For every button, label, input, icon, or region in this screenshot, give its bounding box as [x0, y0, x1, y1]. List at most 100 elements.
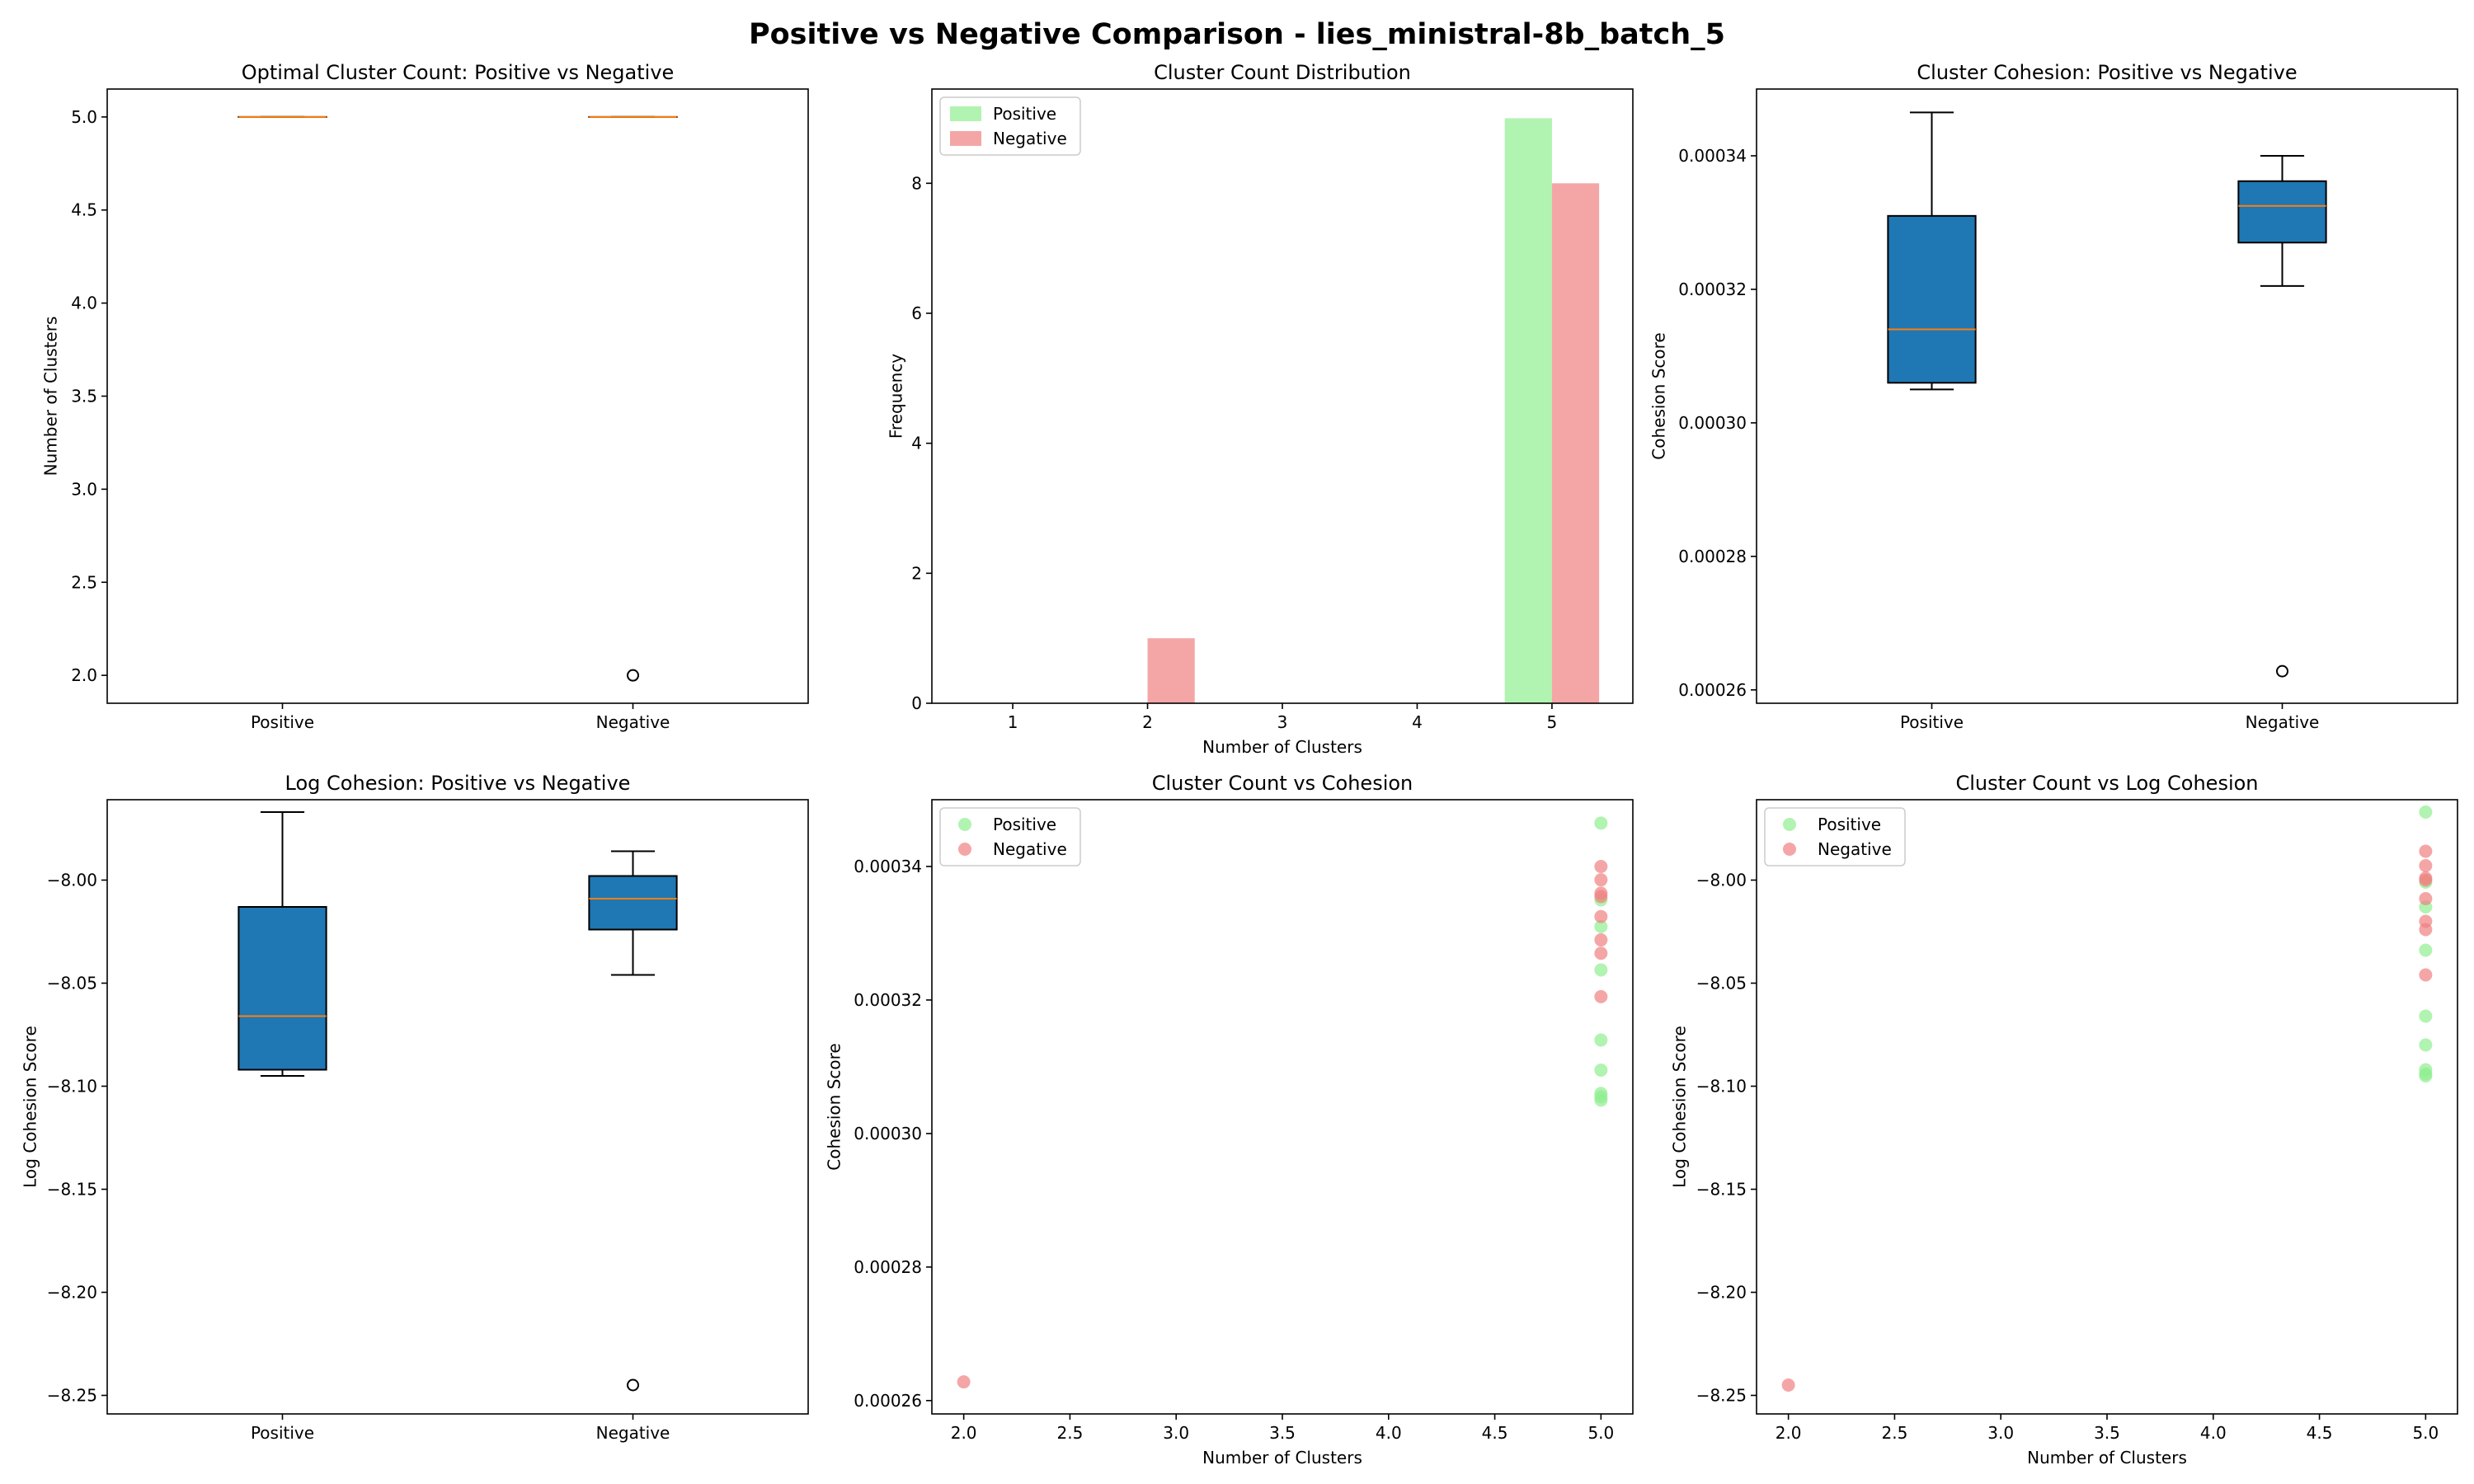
y-tick-label: −8.10: [47, 1077, 97, 1097]
y-tick-label: 0.00028: [1678, 547, 1747, 566]
legend: Positive Negative: [1764, 807, 1906, 866]
y-tick-label: −8.05: [47, 974, 97, 993]
chart-panel-1: Optimal Cluster Count: Positive vs Negat…: [41, 61, 809, 732]
x-tick-label: 4.0: [1376, 1423, 1402, 1443]
x-tick-label: 4.0: [2200, 1423, 2227, 1443]
y-tick-label: 2.5: [71, 572, 97, 592]
point-negative: [2419, 923, 2433, 937]
legend-box: [939, 807, 1081, 866]
y-tick-label: 0.00034: [1678, 146, 1747, 166]
chart-title: Cluster Count vs Cohesion: [1152, 772, 1413, 795]
legend-swatch-positive: [958, 818, 971, 831]
point-negative: [1594, 859, 1608, 873]
point-negative: [2419, 873, 2433, 887]
bar-negative-2: [1147, 638, 1195, 703]
point-positive: [1594, 963, 1608, 977]
point-negative: [1594, 909, 1608, 923]
y-tick-label: 4.5: [71, 200, 97, 220]
box-negative: [588, 115, 678, 682]
x-tick-label: 3.0: [1163, 1423, 1189, 1443]
y-tick-label: −8.15: [1696, 1180, 1747, 1200]
x-tick-label: Negative: [2246, 712, 2320, 732]
x-tick-label: 2: [1142, 712, 1153, 732]
x-tick-label: 5: [1547, 712, 1558, 732]
x-tick-label: Positive: [1900, 712, 1964, 732]
legend-swatch-negative: [1783, 843, 1796, 856]
figure-title: Positive vs Negative Comparison - lies_m…: [748, 18, 1726, 51]
point-negative: [2419, 968, 2433, 982]
legend: Positive Negative: [939, 96, 1081, 156]
x-tick-label: 5.0: [2412, 1423, 2439, 1443]
y-tick-label: −8.20: [47, 1283, 97, 1303]
x-tick-label: 4.5: [2307, 1423, 2333, 1443]
y-tick-label: 6: [911, 303, 922, 323]
box-negative: [2237, 154, 2327, 678]
point-negative: [1594, 890, 1608, 904]
bar-negative-5: [1551, 183, 1600, 704]
legend-box: [1764, 807, 1906, 866]
x-tick-label: 5.0: [1587, 1423, 1614, 1443]
point-negative: [1594, 933, 1608, 947]
box-iqr: [1887, 214, 1977, 384]
legend-swatch-positive: [1783, 818, 1796, 831]
point-negative: [957, 1375, 971, 1389]
chart-title: Cluster Cohesion: Positive vs Negative: [1917, 61, 2297, 84]
x-tick-label: Negative: [596, 712, 670, 732]
y-tick-label: 0.00026: [854, 1391, 922, 1411]
point-positive: [1594, 816, 1608, 830]
y-tick-label: 2: [911, 563, 922, 583]
chart-panel-6: Cluster Count vs Log Cohesion −8.25 −8.20 −…: [1670, 772, 2458, 1468]
y-tick-label: −8.10: [1696, 1077, 1747, 1097]
legend-label-positive: Positive: [993, 815, 1056, 834]
x-tick-label: 2.0: [951, 1423, 977, 1443]
point-positive: [1594, 919, 1608, 933]
y-tick-label: −8.15: [47, 1180, 97, 1200]
box-iqr: [238, 906, 327, 1071]
y-tick-label: 2.0: [71, 665, 97, 685]
y-tick-label: 0.00034: [854, 857, 922, 876]
chart-panel-3: Cluster Cohesion: Positive vs Negative 0.…: [1649, 61, 2458, 732]
y-tick-label: 4.0: [71, 294, 97, 313]
x-axis-label: Number of Clusters: [1202, 737, 1362, 757]
chart-panel-5: Cluster Count vs Cohesion 0.00026 0.00028 0…: [825, 772, 1634, 1468]
chart-title: Optimal Cluster Count: Positive vs Negat…: [242, 61, 675, 84]
x-axis-label: Number of Clusters: [1202, 1448, 1362, 1468]
point-negative: [2419, 859, 2433, 872]
x-tick-label: 2.0: [1776, 1423, 1802, 1443]
chart-panel-4: Log Cohesion: Positive vs Negative −8.25 −…: [21, 772, 809, 1443]
x-axis-label: Number of Clusters: [2027, 1448, 2187, 1468]
point-positive: [2419, 943, 2433, 957]
point-positive: [1594, 1063, 1608, 1077]
y-tick-label: 0.00026: [1678, 680, 1747, 700]
y-tick-label: 0.00032: [1678, 279, 1747, 299]
legend-label-negative: Negative: [1818, 839, 1892, 859]
y-tick-label: −8.20: [1696, 1283, 1747, 1303]
x-tick-label: 2.5: [1882, 1423, 1908, 1443]
x-tick-label: 4: [1412, 712, 1423, 732]
x-tick-label: 1: [1008, 712, 1018, 732]
x-tick-label: 3: [1277, 712, 1288, 732]
box-iqr: [588, 875, 678, 931]
y-tick-label: −8.05: [1696, 974, 1747, 993]
legend: Positive Negative: [939, 807, 1081, 866]
x-tick-label: 3.0: [1987, 1423, 2014, 1443]
point-positive: [2419, 1038, 2433, 1052]
legend-swatch-positive: [950, 106, 981, 121]
y-axis-label: Log Cohesion Score: [21, 1026, 40, 1188]
point-positive: [2419, 805, 2433, 819]
plot-frame: [931, 799, 1634, 1415]
box-positive: [238, 811, 327, 1077]
y-tick-label: −8.00: [1696, 871, 1747, 890]
chart-panel-2: Cluster Count Distribution 0 2 4 6 8 1 2 3 4 5 Numb…: [887, 61, 1634, 757]
x-tick-label: 2.5: [1057, 1423, 1084, 1443]
legend-label-negative: Negative: [993, 839, 1067, 859]
x-tick-label: Positive: [251, 1423, 314, 1443]
outlier-point: [627, 669, 639, 682]
y-tick-label: 4: [911, 434, 922, 453]
legend-label-negative: Negative: [993, 129, 1067, 148]
point-negative: [1594, 873, 1608, 887]
point-negative: [1594, 946, 1608, 960]
legend-label-positive: Positive: [993, 104, 1056, 124]
x-tick-label: 3.5: [1269, 1423, 1296, 1443]
